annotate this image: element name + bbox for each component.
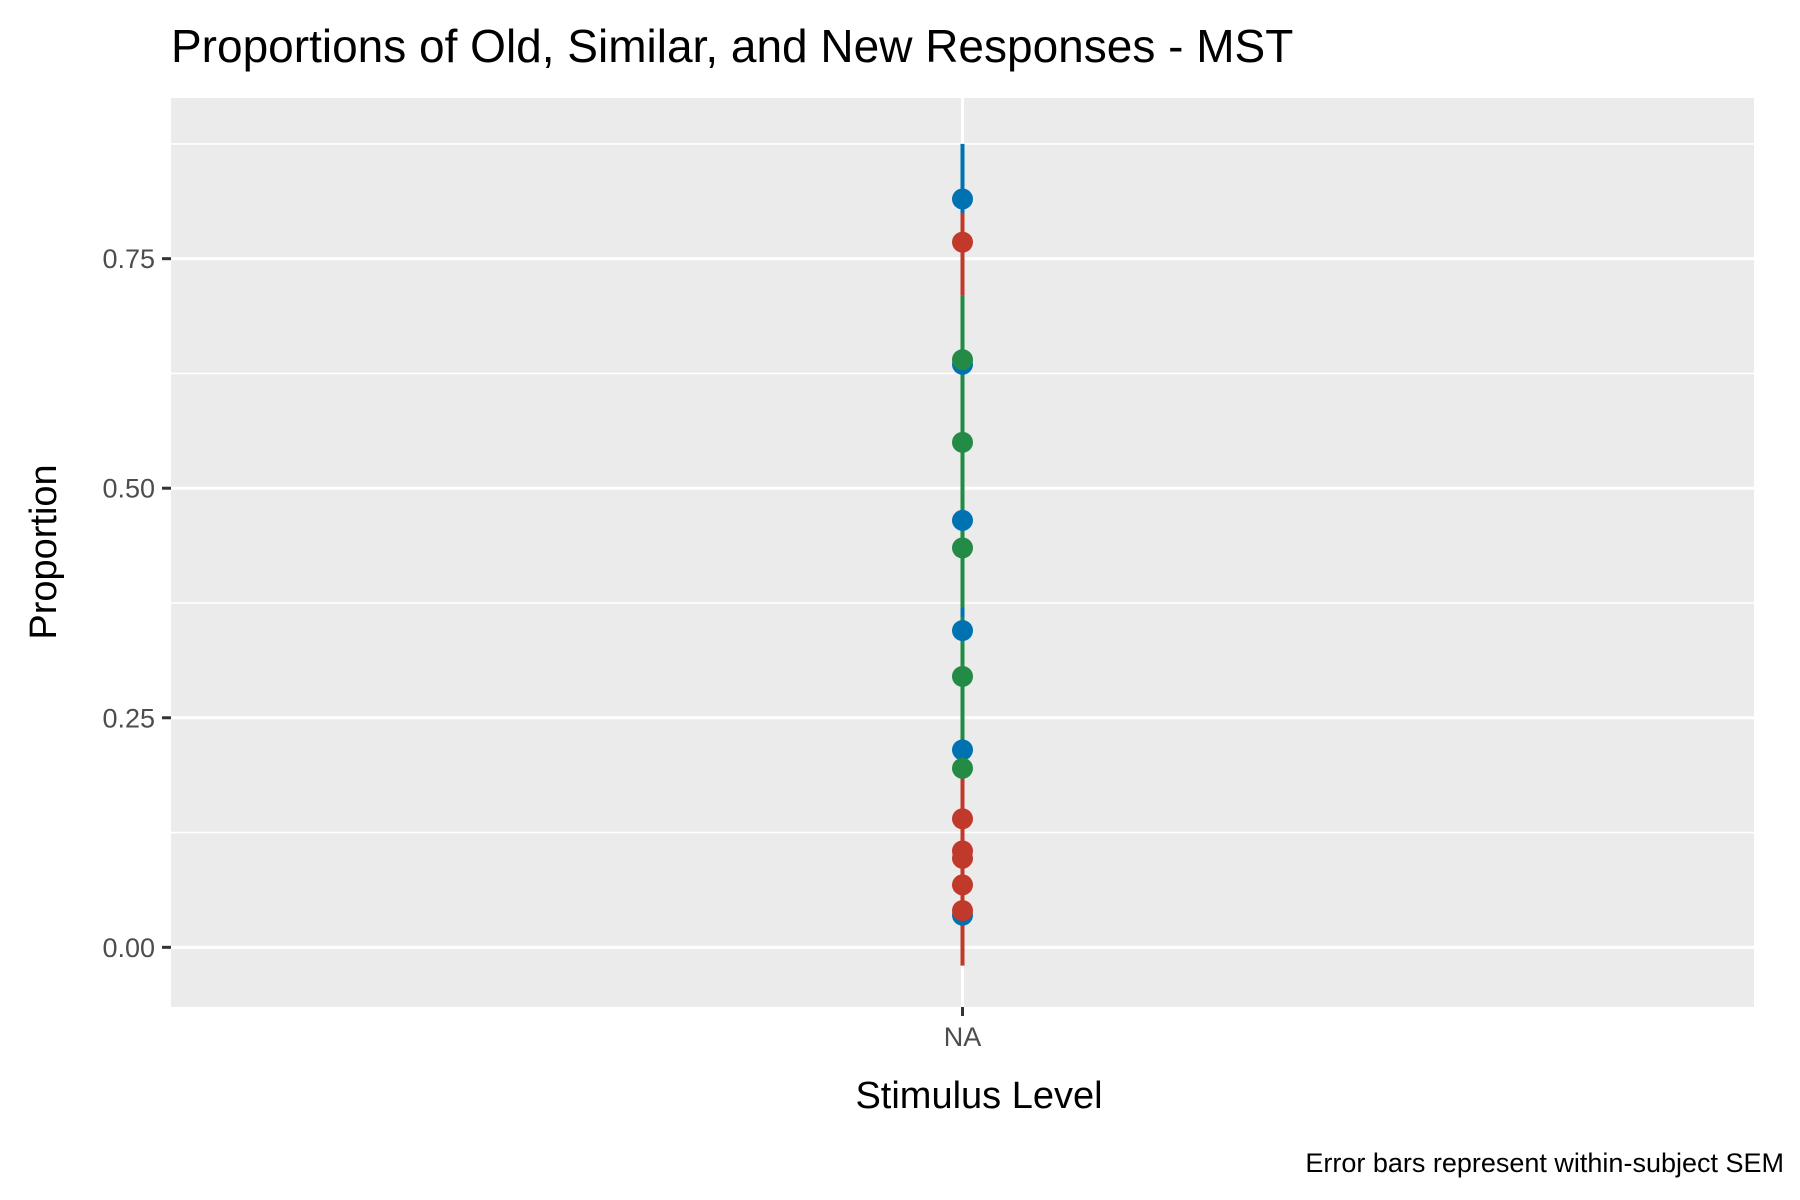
- y-tick-label: 0.25: [102, 703, 155, 733]
- data-point: [952, 665, 973, 687]
- data-point: [952, 620, 973, 642]
- data-point: [952, 739, 973, 761]
- x-axis-title: Stimulus Level: [855, 1075, 1102, 1117]
- data-points: [952, 188, 973, 926]
- data-point: [952, 431, 973, 453]
- data-point: [952, 537, 973, 559]
- data-point: [952, 349, 973, 371]
- data-point: [952, 509, 973, 531]
- data-point: [952, 231, 973, 253]
- y-tick-label: 0.00: [102, 933, 155, 963]
- x-tick-label: NA: [944, 1022, 982, 1052]
- data-point: [952, 757, 973, 779]
- data-point: [952, 808, 973, 830]
- chart-caption: Error bars represent within-subject SEM: [1305, 1148, 1784, 1178]
- data-point: [952, 847, 973, 869]
- y-tick-label: 0.50: [102, 474, 155, 504]
- data-point: [952, 900, 973, 922]
- axes: 0.00 0.25 0.50 0.75 NA: [102, 244, 981, 1052]
- data-point: [952, 188, 973, 210]
- y-axis-title: Proportion: [23, 464, 65, 639]
- chart-title: Proportions of Old, Similar, and New Res…: [171, 20, 1293, 72]
- y-tick-label: 0.75: [102, 244, 155, 274]
- data-point: [952, 874, 973, 896]
